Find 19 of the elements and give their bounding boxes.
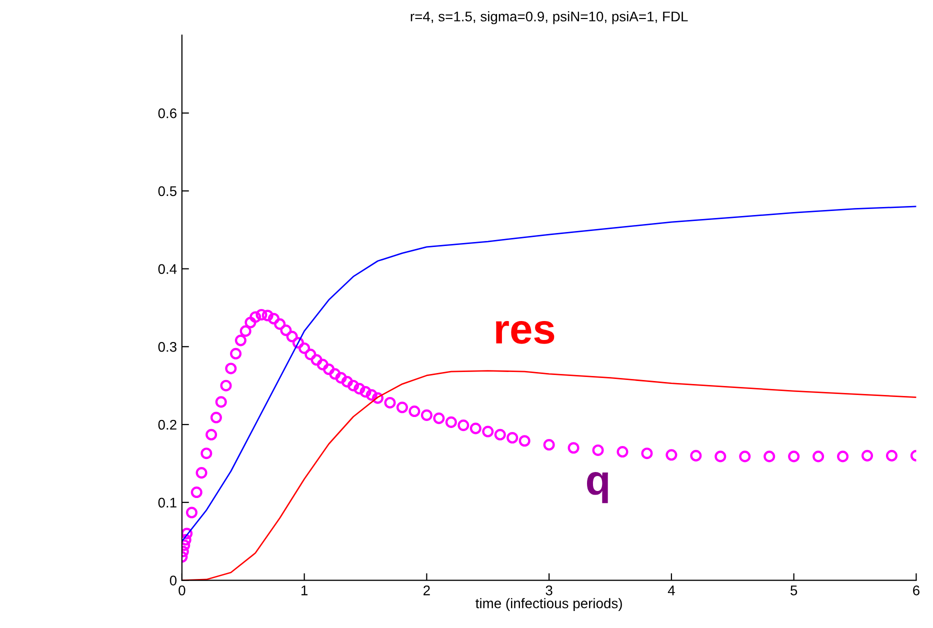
y-tick-label: 0.4: [158, 264, 177, 274]
series-label: res: [496, 320, 554, 344]
chart-title: r=4, s=1.5, sigma=0.9, psiN=10, psiA=1, FDL: [410, 11, 688, 24]
series-label: q: [587, 472, 608, 504]
y-tick-label: 0.2: [158, 420, 176, 430]
x-tick-label: 3: [546, 586, 552, 596]
x-tick-label: 1: [302, 586, 308, 596]
x-tick-label: 5: [790, 586, 798, 596]
line-series: [182, 206, 916, 542]
y-tick-label: 0.3: [158, 342, 176, 352]
y-tick-label: 0.1: [158, 498, 176, 508]
y-tick-label: 0: [170, 576, 177, 586]
x-tick-label: 4: [668, 586, 675, 596]
x-axis-title: time (infectious periods): [476, 598, 622, 612]
y-tick-label: 0.6: [158, 108, 176, 118]
y-tick-label: 0.5: [158, 186, 176, 196]
x-tick-label: 0: [178, 586, 186, 596]
x-tick-label: 2: [424, 586, 430, 596]
x-tick-label: 6: [913, 586, 920, 596]
